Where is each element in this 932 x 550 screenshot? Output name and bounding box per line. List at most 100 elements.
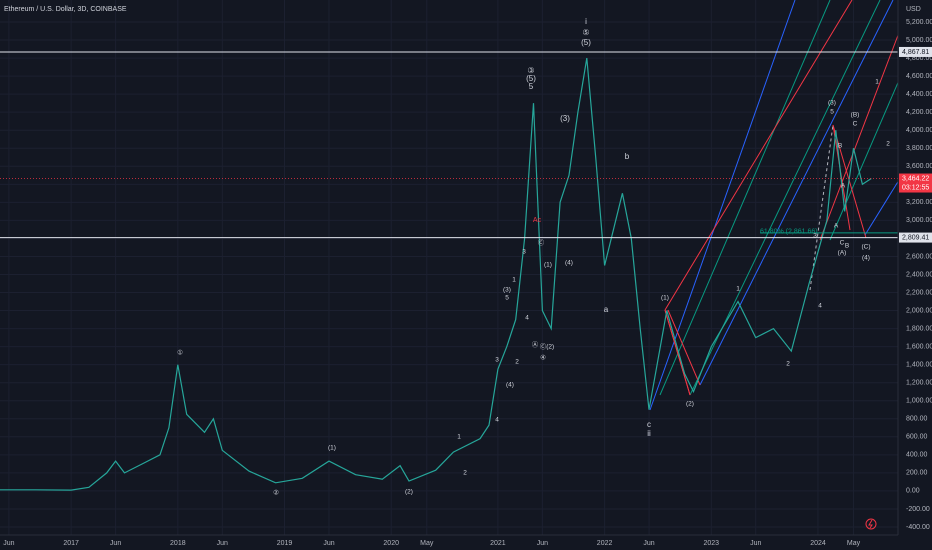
wave-label: 2 <box>786 361 790 368</box>
wave-label: (2) <box>405 489 413 496</box>
wave-label: Ⓒ <box>538 239 545 247</box>
price-axis <box>898 0 932 550</box>
wave-label: 4 <box>495 417 499 424</box>
x-tick-label: 2020 <box>383 540 399 547</box>
wave-label: Ⓒ(2) <box>540 343 554 351</box>
x-tick-label: 2021 <box>490 540 506 547</box>
y-tick-label: 3,000.00 <box>906 217 932 224</box>
y-tick-label: 600.00 <box>906 434 928 441</box>
wave-label: (3) <box>560 114 570 123</box>
grid <box>0 0 898 535</box>
countdown: 03:12:55 <box>902 184 929 191</box>
wave-label: 3 <box>813 233 817 240</box>
y-tick-label: 4,200.00 <box>906 109 932 116</box>
wave-label: 2 <box>515 359 519 366</box>
x-tick-label: Jun <box>643 540 654 547</box>
y-tick-label: 4,000.00 <box>906 127 932 134</box>
wave-label: ② <box>273 489 279 497</box>
y-tick-label: 2,600.00 <box>906 253 932 260</box>
fib-label: 61.80% (2,861.66) <box>760 229 818 236</box>
y-tick-label: 1,600.00 <box>906 343 932 350</box>
wave-label: ④ <box>540 354 546 362</box>
y-tick-label: 1,800.00 <box>906 325 932 332</box>
wave-label: 1 <box>512 277 516 284</box>
y-tick-label: 400.00 <box>906 452 928 459</box>
wave-label: (5) <box>526 74 536 83</box>
y-tick-label: 3,600.00 <box>906 163 932 170</box>
wave-label: c <box>647 420 651 429</box>
y-tick-label: 4,400.00 <box>906 91 932 98</box>
x-tick-label: Jun <box>750 540 761 547</box>
wave-label: (A) <box>838 250 847 257</box>
wave-label: 5 <box>505 295 509 302</box>
wave-label: 2 <box>886 141 890 148</box>
y-tick-label: 4,600.00 <box>906 73 932 80</box>
wave-label: a <box>604 305 609 314</box>
wave-label: 1 <box>875 79 879 86</box>
wave-label: ③ <box>527 66 534 75</box>
y-tick-label: 3,200.00 <box>906 199 932 206</box>
last-price-tag <box>899 173 932 193</box>
y-tick-label: 1,200.00 <box>906 380 932 387</box>
y-tick-label: 5,000.00 <box>906 37 932 44</box>
x-tick-label: 2017 <box>63 540 79 547</box>
wave-label: (B) <box>851 112 860 119</box>
wave-label: (1) <box>661 295 669 302</box>
y-tick-label: 2,000.00 <box>906 307 932 314</box>
wave-label: 4 <box>818 303 822 310</box>
y-tick-label: 4,800.00 <box>906 55 932 62</box>
y-tick-label: 0.00 <box>906 488 920 495</box>
wave-label: (1) <box>544 262 552 269</box>
x-tick-label: 2019 <box>277 540 293 547</box>
wave-label: (4) <box>506 382 514 389</box>
wave-label: C <box>840 240 845 247</box>
wave-label: (C) <box>861 244 870 251</box>
y-tick-label: 200.00 <box>906 470 928 477</box>
x-tick-label: Jun <box>323 540 334 547</box>
axis: -400.00 -200.00 0.00 200.00 400.00 600.00 800.… <box>3 19 932 547</box>
wave-label: ① <box>177 349 183 357</box>
x-tick-label: Jun <box>217 540 228 547</box>
wave-label: (4) <box>565 260 573 267</box>
y-tick-label: 800.00 <box>906 416 928 423</box>
wave-label: 2 <box>463 470 467 477</box>
level-tag <box>899 46 932 57</box>
wave-label: 1 <box>457 434 461 441</box>
price-line <box>0 58 872 491</box>
wave-label: (3) <box>828 100 836 107</box>
wave-label: B <box>838 143 842 150</box>
level-label: 4,867.81 <box>902 49 929 56</box>
wave-label: A <box>834 223 839 230</box>
y-tick-label: 2,400.00 <box>906 271 932 278</box>
last-price-label: 3,464.22 <box>902 175 929 182</box>
y-tick-label: 2,200.00 <box>906 289 932 296</box>
plot: 61.80% (2,861.66)i⑤(5)③(5)5(3)bacii(4)(1… <box>0 17 898 497</box>
x-tick-label: 2024 <box>810 540 826 547</box>
wave-label: 3 <box>522 249 526 256</box>
wave-label: i <box>585 17 587 26</box>
wave-label: (5) <box>581 38 591 47</box>
wave-label: ii <box>647 429 651 438</box>
y-tick-label: 1,000.00 <box>906 398 932 405</box>
x-tick-label: Jun <box>3 540 14 547</box>
x-tick-label: Jun <box>537 540 548 547</box>
wave-label: (1) <box>328 445 336 452</box>
y-tick-label: -200.00 <box>906 506 930 513</box>
y-tick-label: 5,200.00 <box>906 19 932 26</box>
x-tick-label: May <box>847 540 861 547</box>
wave-label: A <box>841 183 846 190</box>
axis-unit: USD <box>906 6 921 13</box>
wave-label: 4 <box>525 315 529 322</box>
level-label: 2,809.41 <box>902 234 929 241</box>
x-tick-label: 2018 <box>170 540 186 547</box>
x-tick-label: Jun <box>110 540 121 547</box>
level-tag <box>899 232 932 243</box>
wave-label: 1 <box>736 286 740 293</box>
wave-label: 5 <box>830 109 834 116</box>
wave-label: 3 <box>495 357 499 364</box>
wave-label: C <box>853 121 858 128</box>
alert-icon[interactable] <box>865 518 877 530</box>
wave-label: B <box>845 243 849 250</box>
